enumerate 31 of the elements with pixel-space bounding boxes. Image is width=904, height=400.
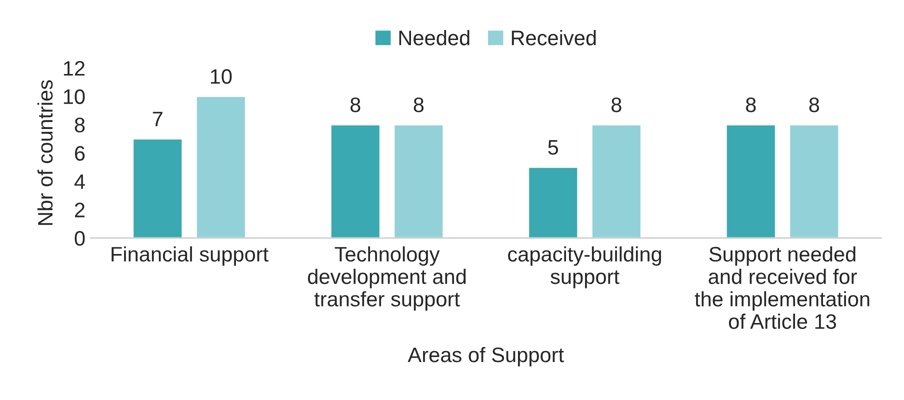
data-label: 8 [414, 97, 424, 112]
y-tick-label: 0 [74, 231, 85, 246]
y-tick-label: 6 [75, 146, 85, 161]
bar [393, 124, 444, 238]
y-tick-label: 10 [64, 89, 85, 104]
data-label: 8 [809, 97, 820, 112]
x-tick-label: capacity-building support [508, 246, 662, 288]
x-tick-label: Technology development and transfer support [308, 246, 466, 311]
x-tick-label: Support needed and received for the implementation of Article 13 [694, 246, 870, 329]
y-tick-label: 12 [64, 61, 84, 76]
bar [528, 166, 579, 238]
bar [725, 124, 776, 238]
legend-label: Received [512, 30, 596, 46]
bar [788, 124, 840, 238]
bar [591, 124, 642, 238]
data-label: 8 [612, 97, 622, 112]
bar [330, 124, 381, 238]
y-tick-label: 2 [75, 202, 84, 218]
data-label: 10 [210, 69, 232, 84]
data-label: 8 [746, 97, 756, 112]
legend-label: Needed [399, 30, 470, 46]
bar [196, 96, 246, 238]
data-label: 8 [350, 97, 360, 112]
y-tick-label: 4 [74, 174, 85, 189]
data-label: 5 [548, 140, 558, 155]
x-axis-title: Areas of Support [408, 346, 564, 366]
bar [132, 138, 184, 238]
x-tick-label: Financial support [112, 246, 268, 266]
y-tick-label: 8 [74, 118, 85, 132]
data-label: 7 [152, 112, 162, 126]
y-axis-title: Nbr of countries [37, 80, 53, 225]
